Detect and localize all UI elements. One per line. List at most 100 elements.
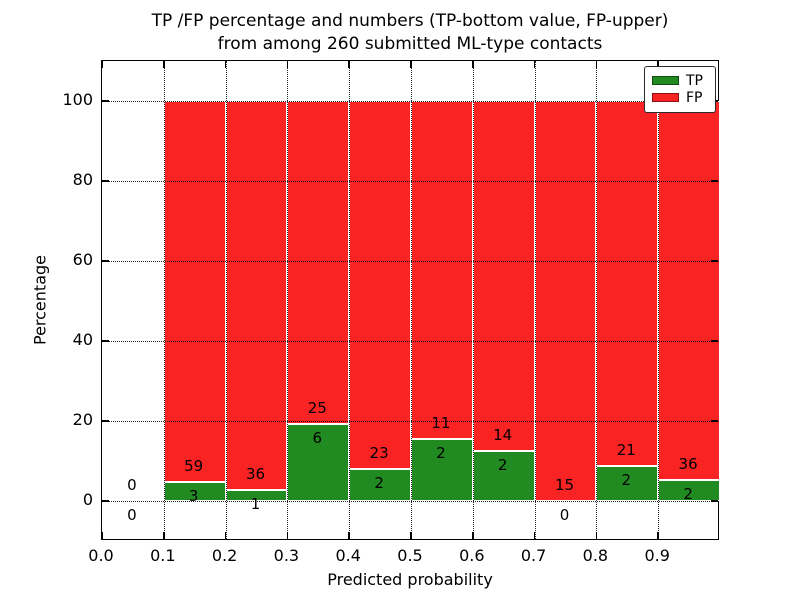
x-tick-label: 0.1 xyxy=(150,546,176,565)
x-tick-mark-top xyxy=(472,61,474,68)
v-gridline xyxy=(658,61,660,539)
bar-segment-tp xyxy=(411,439,473,501)
h-gridline xyxy=(102,261,718,262)
tp-color-swatch xyxy=(652,76,679,85)
bar-segment-tp xyxy=(472,451,535,501)
x-tick-label: 0.7 xyxy=(520,546,547,565)
fp-color-swatch xyxy=(652,93,679,102)
fp-count-label: 21 xyxy=(616,441,636,460)
tp-count-label: 2 xyxy=(497,456,508,474)
h-gridline xyxy=(102,101,718,102)
y-tick-label: 20 xyxy=(72,410,93,429)
bar-segment-fp xyxy=(163,101,226,482)
y-tick-mark-right xyxy=(711,500,718,502)
x-tick-mark-bottom xyxy=(101,532,103,539)
x-tick-mark-bottom xyxy=(163,532,165,539)
y-tick-mark-left xyxy=(102,100,109,102)
x-tick-mark-top xyxy=(657,61,659,68)
fp-count-label: 11 xyxy=(431,414,451,433)
y-tick-label: 60 xyxy=(72,250,93,269)
fp-count-label: 25 xyxy=(307,398,327,417)
tp-count-label: 0 xyxy=(127,506,137,524)
tp-count-label: 1 xyxy=(250,495,261,514)
x-tick-mark-top xyxy=(286,61,289,68)
y-tick-label: 40 xyxy=(72,330,93,349)
y-tick-mark-right xyxy=(711,420,718,422)
tp-count-label: 2 xyxy=(374,474,384,492)
x-tick-label: 0.8 xyxy=(582,546,609,565)
x-tick-mark-bottom xyxy=(224,532,227,539)
x-tick-label: 0.5 xyxy=(397,546,423,565)
x-tick-mark-top xyxy=(224,61,227,68)
bar-segment-fp xyxy=(287,101,350,424)
x-tick-mark-bottom xyxy=(286,532,289,539)
v-gridline xyxy=(472,61,474,539)
chart-title-line2: from among 260 submitted ML-type contact… xyxy=(217,34,603,54)
v-gridline xyxy=(411,61,412,539)
bar-segment-fp xyxy=(349,101,411,469)
tp-count-label: 3 xyxy=(188,486,199,505)
h-gridline xyxy=(102,181,718,182)
fp-count-label: 59 xyxy=(184,456,204,475)
y-tick-label: 100 xyxy=(62,90,93,109)
chart-title: TP /FP percentage and numbers (TP-bottom… xyxy=(101,10,719,56)
x-tick-label: 0.3 xyxy=(273,546,300,565)
v-gridline xyxy=(349,61,351,539)
x-tick-mark-top xyxy=(533,61,536,68)
y-tick-mark-left xyxy=(102,180,109,182)
plot-area xyxy=(101,60,720,540)
v-gridline xyxy=(163,61,165,539)
legend-item-fp: FP xyxy=(652,89,708,106)
x-tick-mark-bottom xyxy=(595,532,598,539)
x-tick-mark-top xyxy=(595,61,598,68)
v-gridline xyxy=(596,61,598,539)
x-axis-label: Predicted probability xyxy=(327,570,493,589)
chart-title-line1: TP /FP percentage and numbers (TP-bottom… xyxy=(151,11,669,31)
bar-segment-fp xyxy=(596,101,659,467)
y-tick-mark-left xyxy=(102,340,109,342)
fp-count-label: 36 xyxy=(245,465,266,484)
y-tick-label: 80 xyxy=(72,170,93,189)
fp-count-label: 36 xyxy=(678,454,698,473)
x-tick-label: 0.2 xyxy=(211,546,238,565)
bar-segment-fp xyxy=(534,101,597,501)
x-tick-mark-bottom xyxy=(657,532,659,539)
x-tick-label: 0.4 xyxy=(335,546,361,565)
x-tick-mark-bottom xyxy=(472,532,474,539)
x-tick-mark-top xyxy=(410,61,412,68)
x-tick-mark-top xyxy=(348,61,350,68)
y-tick-mark-left xyxy=(102,420,109,422)
y-tick-label: 0 xyxy=(82,490,93,509)
x-tick-mark-bottom xyxy=(533,532,536,539)
fp-count-label: 23 xyxy=(369,444,389,462)
x-tick-mark-bottom xyxy=(348,532,350,539)
legend: TP FP xyxy=(644,66,716,113)
h-gridline xyxy=(102,501,718,502)
tp-count-label: 2 xyxy=(683,484,693,503)
y-tick-mark-right xyxy=(711,180,718,182)
fp-count-label: 15 xyxy=(554,476,575,494)
bar-segment-fp xyxy=(411,101,473,440)
bar-segment-tp xyxy=(596,466,659,501)
x-tick-label: 0.9 xyxy=(644,546,670,565)
x-tick-label: 0.6 xyxy=(459,546,485,565)
y-tick-mark-left xyxy=(102,260,109,262)
h-gridline xyxy=(102,421,718,422)
v-gridline xyxy=(225,61,227,539)
x-tick-mark-top xyxy=(163,61,165,68)
legend-label-fp: FP xyxy=(686,89,703,106)
x-tick-label: 0.0 xyxy=(88,546,114,565)
x-tick-mark-top xyxy=(101,61,103,68)
v-gridline xyxy=(287,61,289,539)
tp-count-label: 0 xyxy=(559,506,570,524)
bar-segment-fp xyxy=(472,101,535,451)
y-tick-mark-left xyxy=(102,500,109,502)
bar-segment-fp xyxy=(225,101,288,491)
y-tick-mark-right xyxy=(711,340,718,342)
tp-count-label: 2 xyxy=(436,444,446,463)
x-tick-mark-bottom xyxy=(410,532,412,539)
legend-item-tp: TP xyxy=(652,72,708,89)
fp-count-label: 14 xyxy=(493,426,513,444)
h-gridline xyxy=(102,341,718,342)
